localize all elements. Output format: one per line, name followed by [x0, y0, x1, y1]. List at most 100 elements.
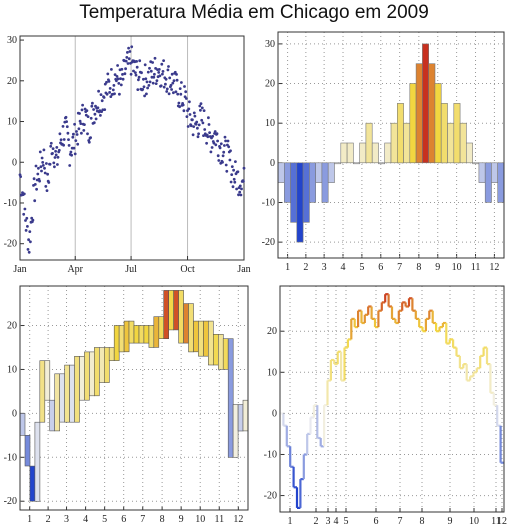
data-point: [22, 212, 26, 216]
bar: [163, 290, 169, 339]
data-point: [24, 229, 28, 232]
data-point: [164, 77, 168, 81]
data-point: [27, 250, 31, 254]
y-tick-label: 10: [267, 367, 277, 378]
data-point: [45, 162, 48, 165]
y-tick-label: 20: [7, 321, 17, 332]
data-point: [212, 141, 216, 145]
x-tick-label: 12: [489, 262, 499, 273]
data-point: [171, 81, 175, 85]
data-point: [80, 108, 84, 112]
x-tick-label: 9: [435, 262, 440, 273]
data-point: [197, 123, 201, 127]
data-point: [67, 138, 70, 141]
data-point: [59, 138, 63, 142]
data-point: [78, 112, 81, 115]
data-point: [68, 164, 72, 167]
data-point: [196, 135, 200, 139]
data-point: [225, 169, 229, 173]
bar: [148, 325, 155, 348]
data-point: [81, 103, 84, 107]
data-point: [192, 125, 196, 128]
bar: [359, 142, 367, 164]
y-tick-label: 10: [7, 364, 17, 375]
bar: [128, 320, 135, 344]
data-point: [202, 134, 205, 137]
data-point: [172, 79, 176, 83]
x-tick-label: 6: [378, 262, 383, 273]
data-point: [182, 109, 186, 113]
data-point: [242, 166, 246, 170]
data-point: [97, 89, 100, 93]
data-point: [24, 219, 27, 222]
data-point: [186, 125, 190, 128]
data-point: [210, 146, 214, 149]
bar: [237, 404, 244, 432]
data-point: [47, 181, 51, 184]
bar: [168, 290, 174, 331]
data-point: [232, 168, 236, 172]
bar: [99, 347, 105, 383]
data-point: [168, 76, 172, 80]
data-point: [89, 116, 93, 120]
data-point: [129, 72, 133, 76]
data-point: [56, 163, 59, 166]
plot-frame: [19, 35, 245, 261]
bar: [173, 290, 179, 331]
x-tick-label: 5: [359, 262, 364, 273]
data-point: [120, 67, 124, 71]
data-point: [124, 59, 128, 63]
data-point: [91, 101, 94, 105]
data-point: [232, 177, 236, 181]
bar: [118, 325, 125, 353]
x-tick-label: 8: [420, 516, 425, 527]
data-point: [153, 72, 156, 76]
data-point: [230, 173, 234, 177]
data-point: [242, 179, 245, 183]
x-tick-label: 6: [121, 514, 126, 525]
data-point: [116, 64, 119, 67]
data-point: [117, 82, 121, 85]
x-tick-label: 5: [102, 514, 107, 525]
data-point: [202, 109, 206, 112]
bar: [59, 373, 66, 423]
bar: [497, 162, 505, 203]
data-point: [27, 238, 30, 242]
bar: [29, 465, 36, 502]
data-point: [86, 115, 90, 118]
data-point: [176, 92, 180, 96]
bar: [54, 373, 61, 432]
data-point: [130, 45, 134, 49]
data-point: [111, 88, 115, 92]
data-point: [224, 163, 228, 167]
data-point: [121, 73, 124, 76]
data-point: [135, 60, 139, 63]
data-point: [44, 185, 48, 188]
bar: [302, 162, 310, 223]
bar: [440, 103, 448, 164]
scatter-chart-panel: -20 -10 0 10 20 30 Jan Apr Jul Oct Jan: [4, 35, 251, 275]
data-point: [188, 100, 191, 104]
bar: [218, 333, 224, 370]
data-point: [157, 68, 161, 71]
y-tick-label: -10: [262, 197, 275, 208]
data-point: [73, 122, 76, 126]
data-point: [75, 133, 79, 136]
data-point: [105, 92, 109, 96]
bar: [138, 325, 145, 344]
data-point: [200, 118, 204, 122]
data-point: [62, 143, 65, 147]
y-tick-label: 20: [267, 326, 277, 337]
data-point: [31, 218, 35, 222]
x-tick-label: 11: [491, 516, 501, 527]
data-point: [198, 104, 202, 108]
bar: [84, 351, 90, 401]
data-point: [161, 72, 164, 76]
data-point: [36, 172, 40, 176]
data-point: [29, 240, 32, 244]
data-point: [45, 189, 49, 193]
plot-frame: [277, 31, 505, 259]
bar: [89, 351, 95, 397]
data-point: [52, 161, 56, 165]
